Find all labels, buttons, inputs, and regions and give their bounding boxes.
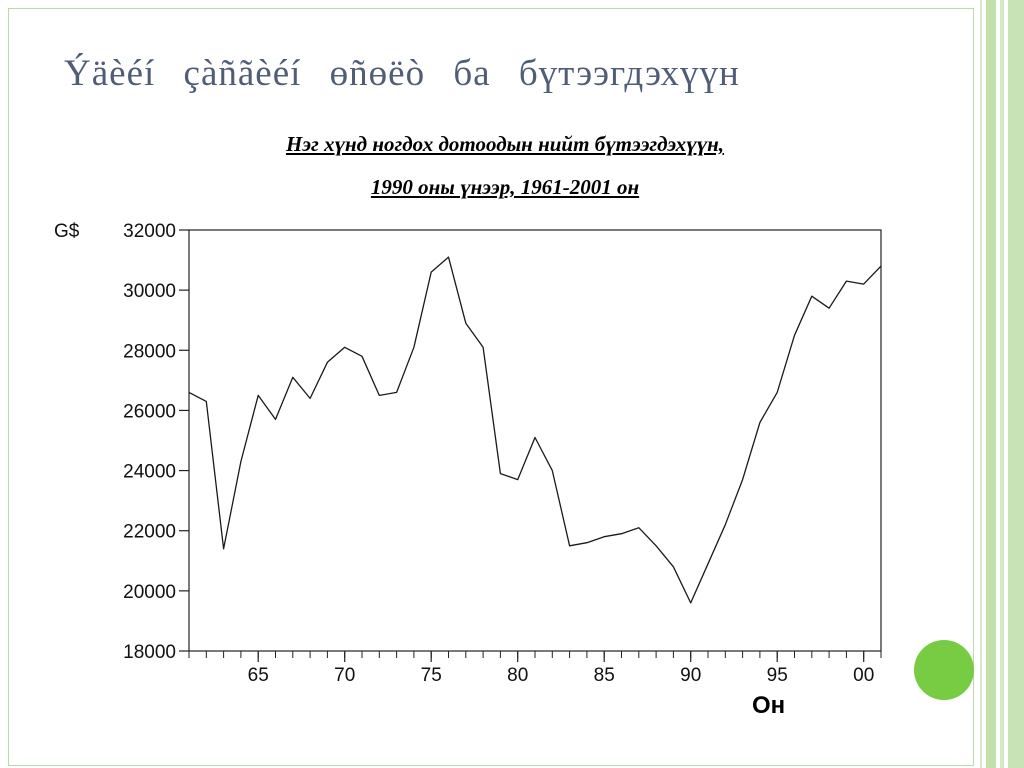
plot-frame: [188, 229, 882, 652]
y-tick-label: 30000: [123, 281, 176, 302]
y-tick-label: 20000: [123, 582, 176, 603]
y-tick-label: 26000: [123, 401, 176, 422]
y-axis: 18000 20000 22000 24000 26000 28000 30000 32000: [123, 221, 189, 663]
decorative-green-circle: [914, 640, 974, 700]
y-axis-label: G$: [54, 221, 80, 242]
x-tick-label: 75: [421, 665, 442, 686]
y-tick-label: 18000: [123, 642, 176, 663]
decor-stripe: [1008, 0, 1024, 768]
x-tick-label: 65: [248, 665, 269, 686]
y-tick-label: 24000: [123, 462, 176, 483]
x-tick-label: 85: [594, 665, 615, 686]
x-tick-label: 80: [507, 665, 528, 686]
x-axis-label: Он: [752, 692, 786, 719]
y-tick-label: 28000: [123, 341, 176, 362]
x-tick-label: 90: [680, 665, 701, 686]
series-line: [188, 256, 882, 604]
x-tick-label: 95: [767, 665, 788, 686]
decor-stripe: [1000, 0, 1004, 768]
decor-stripe: [980, 0, 982, 768]
x-axis: 65 70 75 80 85 90 95 00: [188, 651, 882, 686]
x-tick-label: 00: [853, 665, 874, 686]
chart-subtitle-line-2: 1990 оны үнээр, 1961-2001 он: [370, 175, 640, 199]
chart-subtitle-line-1: Нэг хүнд ногдох дотоодын нийт бүтээгдэхү…: [285, 132, 725, 156]
y-tick-label: 22000: [123, 522, 176, 543]
y-tick-label: 32000: [123, 221, 176, 242]
slide-title: Ýäèéí çàñãèéí өñөëò ба бүтээгдэхүүн: [64, 53, 740, 94]
decor-stripe: [986, 0, 996, 768]
slide-frame: [8, 8, 974, 766]
x-tick-label: 70: [334, 665, 355, 686]
